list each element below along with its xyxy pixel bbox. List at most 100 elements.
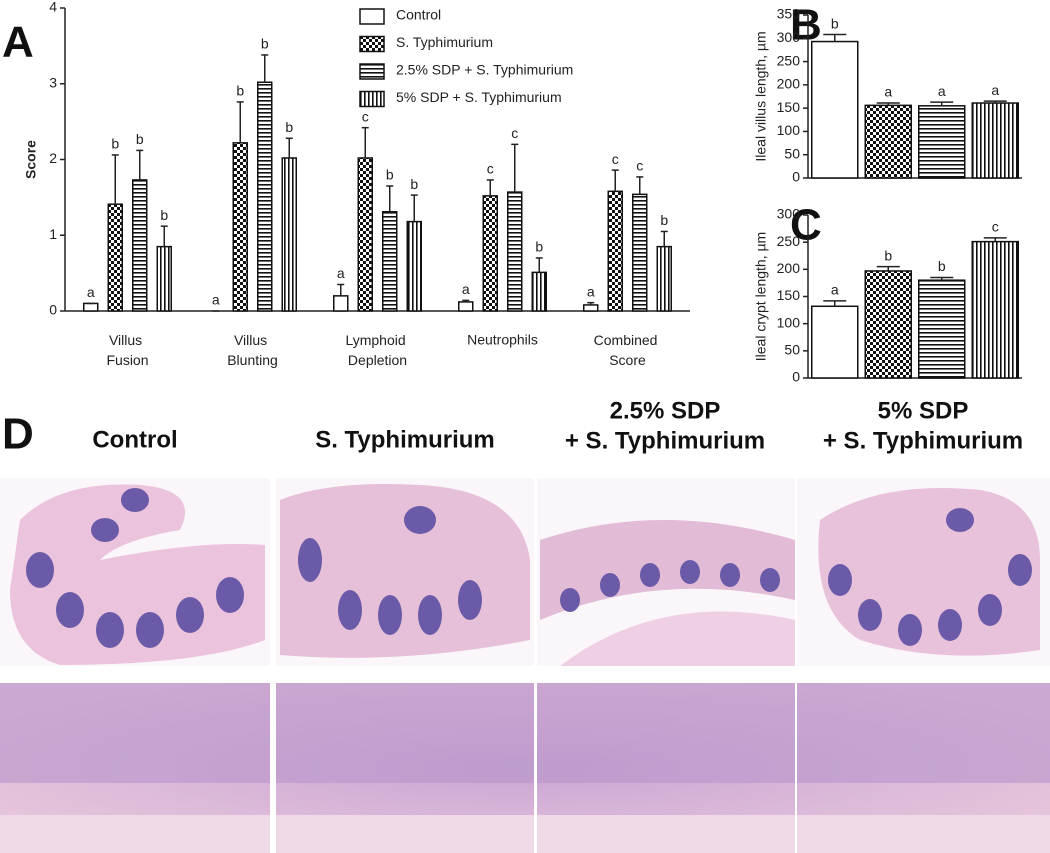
significance-letter: b bbox=[410, 176, 418, 192]
legend-label: 2.5% SDP + S. Typhimurium bbox=[396, 62, 573, 78]
bar bbox=[281, 157, 297, 312]
significance-letter: a bbox=[587, 283, 595, 299]
histology-images bbox=[0, 478, 1050, 853]
significance-letter: a bbox=[884, 84, 892, 100]
significance-letter: b bbox=[160, 207, 168, 223]
legend-swatch bbox=[359, 35, 385, 53]
y-tick-label: 250 bbox=[777, 233, 801, 249]
significance-letter: c bbox=[487, 161, 494, 177]
y-tick-label: 250 bbox=[777, 52, 801, 68]
y-tick-label: 0 bbox=[792, 369, 800, 385]
panel-label: A bbox=[2, 18, 34, 67]
y-tick-label: 4 bbox=[49, 0, 57, 15]
y-tick-label: 200 bbox=[777, 76, 801, 92]
x-tick-label: Villus Fusion bbox=[106, 332, 148, 368]
y-tick-label: 200 bbox=[777, 260, 801, 276]
y-tick-label: 150 bbox=[777, 99, 801, 115]
significance-letter: c bbox=[362, 108, 369, 124]
panel-label: D bbox=[2, 410, 34, 459]
bar bbox=[917, 105, 966, 179]
y-tick-label: 50 bbox=[784, 342, 800, 358]
bar bbox=[382, 211, 398, 312]
significance-letter: c bbox=[511, 125, 518, 141]
significance-letter: a bbox=[991, 82, 999, 98]
significance-letter: b bbox=[831, 15, 839, 31]
legend-swatch bbox=[359, 8, 385, 25]
significance-letter: b bbox=[261, 36, 269, 52]
significance-letter: c bbox=[636, 158, 643, 174]
significance-letter: b bbox=[111, 136, 119, 152]
column-title: S. Typhimurium bbox=[315, 426, 495, 453]
bar bbox=[257, 81, 273, 312]
bar bbox=[132, 179, 148, 312]
y-tick-label: 1 bbox=[49, 226, 57, 242]
bar bbox=[507, 191, 523, 312]
x-tick-label: Lymphoid Depletion bbox=[345, 332, 409, 368]
bar bbox=[971, 102, 1020, 179]
significance-letter: a bbox=[212, 292, 220, 308]
column-title: Control bbox=[92, 426, 177, 453]
significance-letter: b bbox=[386, 167, 394, 183]
column-title: 2.5% SDP bbox=[610, 397, 721, 424]
legend-label: S. Typhimurium bbox=[396, 34, 493, 50]
significance-letter: b bbox=[285, 119, 293, 135]
column-title: 5% SDP bbox=[878, 397, 969, 424]
bar bbox=[607, 190, 623, 312]
significance-letter: b bbox=[660, 212, 668, 228]
bar bbox=[656, 245, 672, 312]
significance-letter: c bbox=[992, 219, 999, 235]
bar bbox=[864, 104, 913, 179]
bar bbox=[232, 142, 248, 312]
bar bbox=[482, 195, 498, 312]
y-tick-label: 100 bbox=[777, 314, 801, 330]
y-tick-label: 100 bbox=[777, 122, 801, 138]
significance-letter: a bbox=[87, 284, 95, 300]
significance-letter: b bbox=[136, 131, 144, 147]
y-tick-label: 2 bbox=[49, 150, 57, 166]
legend-swatch bbox=[359, 63, 385, 80]
y-tick-label: 150 bbox=[777, 287, 801, 303]
bar bbox=[83, 302, 99, 312]
bar bbox=[458, 301, 474, 312]
x-tick-label: Neutrophils bbox=[467, 332, 538, 348]
significance-letter: c bbox=[612, 151, 619, 167]
bar bbox=[917, 279, 966, 379]
bar bbox=[107, 203, 123, 312]
significance-letter: a bbox=[938, 83, 946, 99]
bar bbox=[810, 305, 859, 379]
significance-letter: a bbox=[462, 281, 470, 297]
significance-letter: b bbox=[884, 247, 892, 263]
column-title: + S. Typhimurium bbox=[823, 427, 1023, 454]
y-tick-label: 0 bbox=[49, 302, 57, 318]
x-tick-label: Combined Score bbox=[594, 332, 662, 368]
bar bbox=[971, 240, 1020, 379]
legend-swatch bbox=[359, 90, 385, 108]
y-tick-label: 3 bbox=[49, 74, 57, 90]
column-title: + S. Typhimurium bbox=[565, 427, 765, 454]
bar bbox=[864, 270, 913, 379]
x-tick-label: Villus Blunting bbox=[227, 332, 278, 368]
legend-label: 5% SDP + S. Typhimurium bbox=[396, 89, 562, 105]
bar bbox=[156, 245, 172, 312]
bar bbox=[406, 220, 422, 312]
y-axis-label: Ileal crypt length, µm bbox=[753, 232, 769, 361]
legend-label: Control bbox=[396, 7, 441, 23]
significance-letter: a bbox=[337, 265, 345, 281]
bar bbox=[583, 304, 599, 312]
y-axis-label: Ileal villus length, µm bbox=[753, 31, 769, 161]
bar bbox=[357, 157, 373, 312]
y-tick-label: 350 bbox=[777, 6, 801, 22]
y-tick-label: 300 bbox=[777, 29, 801, 45]
significance-letter: b bbox=[236, 83, 244, 99]
bar bbox=[531, 271, 547, 312]
bar bbox=[333, 295, 349, 312]
y-tick-label: 300 bbox=[777, 206, 801, 222]
significance-letter: b bbox=[535, 239, 543, 255]
bar bbox=[810, 40, 859, 179]
y-tick-label: 50 bbox=[784, 145, 800, 161]
bar bbox=[632, 193, 648, 312]
significance-letter: b bbox=[938, 258, 946, 274]
y-tick-label: 0 bbox=[792, 169, 800, 185]
significance-letter: a bbox=[831, 282, 839, 298]
